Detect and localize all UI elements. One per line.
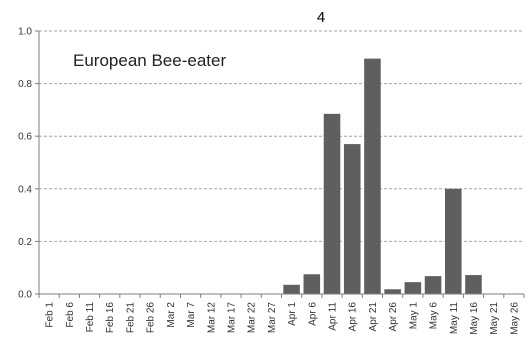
y-tick-label: 0.8 — [18, 79, 32, 90]
x-tick-label: May 26 — [509, 302, 520, 335]
bar — [444, 188, 462, 294]
chart-title: 4 — [317, 9, 325, 26]
x-tick-label: May 11 — [449, 302, 460, 334]
x-tick-label: May 21 — [489, 302, 500, 335]
bar — [465, 275, 482, 294]
x-tick-label: May 6 — [429, 302, 440, 330]
y-tick-label: 0.2 — [18, 237, 32, 248]
x-tick-label: May 1 — [408, 302, 419, 330]
bar — [343, 144, 361, 294]
y-tick-label: 1.0 — [18, 27, 32, 38]
x-tick-label: Feb 16 — [105, 302, 116, 334]
bar — [323, 113, 341, 294]
x-tick-label: Feb 21 — [125, 302, 136, 334]
x-tick-label: Mar 17 — [226, 302, 237, 334]
x-tick-label: Mar 2 — [166, 302, 177, 328]
bar — [384, 289, 401, 294]
y-tick-label: 0.0 — [18, 290, 32, 301]
bars — [283, 58, 482, 294]
x-tick-label: Apr 21 — [368, 302, 379, 332]
x-tick-label: Mar 27 — [267, 302, 278, 334]
x-tick-label: Feb 26 — [146, 302, 157, 334]
x-tick-label: Feb 1 — [45, 302, 56, 328]
bar — [303, 274, 321, 294]
x-tick-label: Apr 26 — [388, 302, 399, 332]
x-tick-label: Apr 1 — [287, 302, 298, 326]
x-tick-labels: Feb 1 Feb 6 Feb 11 Feb 16 Feb 21 Feb 26 Mar 2 M… — [45, 302, 521, 335]
x-tick-label: May 16 — [469, 302, 480, 335]
bar — [404, 282, 422, 294]
y-tick-label: 0.4 — [18, 184, 32, 195]
grid-lines — [39, 30, 524, 242]
x-tick-label: Apr 11 — [328, 302, 339, 331]
x-tick-label: Mar 7 — [186, 302, 197, 328]
bar — [364, 58, 381, 294]
x-tick-label: Mar 12 — [206, 302, 217, 334]
axes — [35, 30, 525, 298]
species-annotation: European Bee-eater — [73, 51, 226, 70]
x-tick-label: Apr 6 — [307, 302, 318, 326]
y-tick-labels: 0.0 0.2 0.4 0.6 0.8 1.0 — [18, 27, 32, 301]
x-tick-label: Feb 6 — [65, 302, 76, 328]
x-tick-label: Apr 16 — [348, 302, 359, 332]
bar — [283, 284, 300, 294]
x-tick-label: Mar 22 — [247, 302, 258, 334]
bar — [424, 276, 442, 294]
y-tick-label: 0.6 — [18, 132, 32, 143]
x-tick-label: Feb 11 — [85, 302, 96, 333]
